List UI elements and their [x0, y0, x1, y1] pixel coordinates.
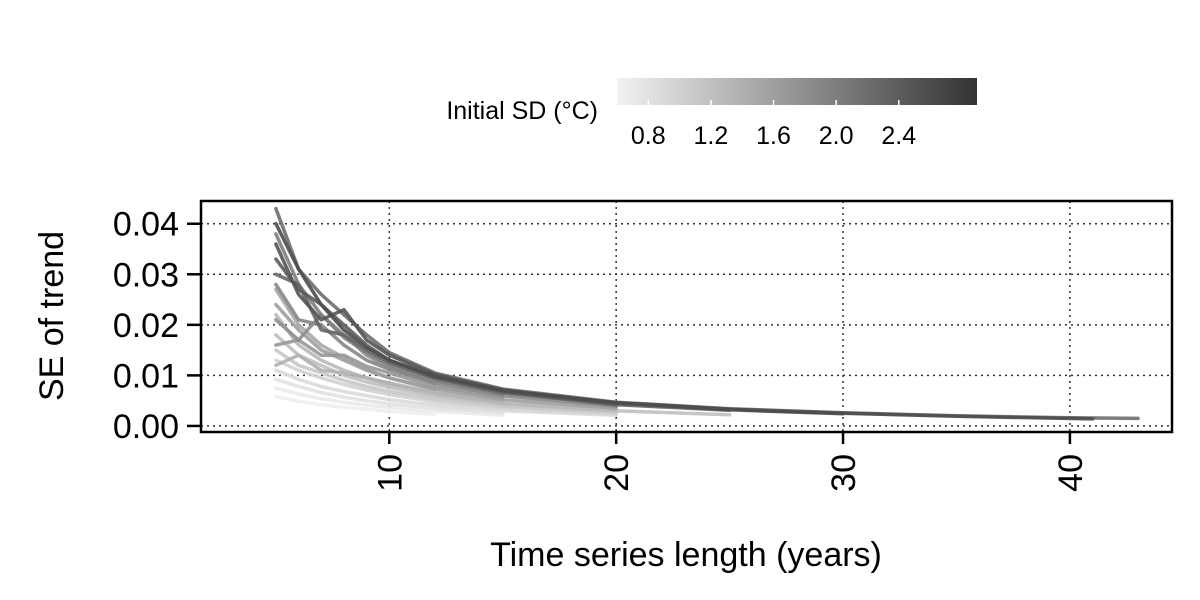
color-legend: Initial SD (°C) 0.8 1.2 1.6 2.0 2.4 [446, 78, 977, 150]
legend-tick-label: 1.2 [694, 122, 729, 150]
series-line [274, 353, 505, 404]
legend-tick-label: 2.0 [819, 122, 854, 150]
series-line [274, 368, 618, 418]
legend-title: Initial SD (°C) [446, 97, 598, 125]
plot-frame [199, 199, 1174, 434]
x-tick-label: 20 [598, 454, 636, 492]
y-axis: 0.00 0.01 0.02 0.03 0.04 [113, 206, 201, 446]
x-axis-label: Time series length (years) [490, 536, 882, 574]
legend-tick-label: 2.4 [881, 122, 916, 150]
legend-tick-label: 1.6 [756, 122, 791, 150]
series-line [274, 282, 618, 408]
legend-tick-label: 0.8 [631, 122, 666, 150]
series-line [274, 221, 1095, 421]
y-tick-label: 0.00 [113, 408, 179, 446]
x-tick-label: 30 [825, 454, 863, 492]
x-tick-label: 10 [371, 454, 409, 492]
x-tick-label: 40 [1052, 454, 1090, 492]
y-tick-label: 0.04 [113, 206, 179, 244]
series-lines [274, 206, 1140, 421]
x-axis: 10 20 30 40 [371, 432, 1090, 492]
series-line [274, 358, 618, 416]
y-axis-label: SE of trend [33, 231, 71, 401]
series-line [274, 394, 437, 417]
legend-colorbar [617, 78, 977, 105]
y-tick-label: 0.01 [113, 357, 179, 395]
legend-ticks: 0.8 1.2 1.6 2.0 2.4 [631, 100, 916, 150]
series-line [274, 386, 505, 418]
series-line [274, 302, 618, 410]
plot-area: 10 20 30 40 0.00 0.01 0.02 0.03 0.04 [113, 199, 1174, 492]
y-tick-label: 0.02 [113, 307, 179, 345]
series-line [274, 338, 505, 400]
y-tick-label: 0.03 [113, 256, 179, 294]
series-line [274, 377, 505, 415]
series-line [274, 348, 618, 415]
